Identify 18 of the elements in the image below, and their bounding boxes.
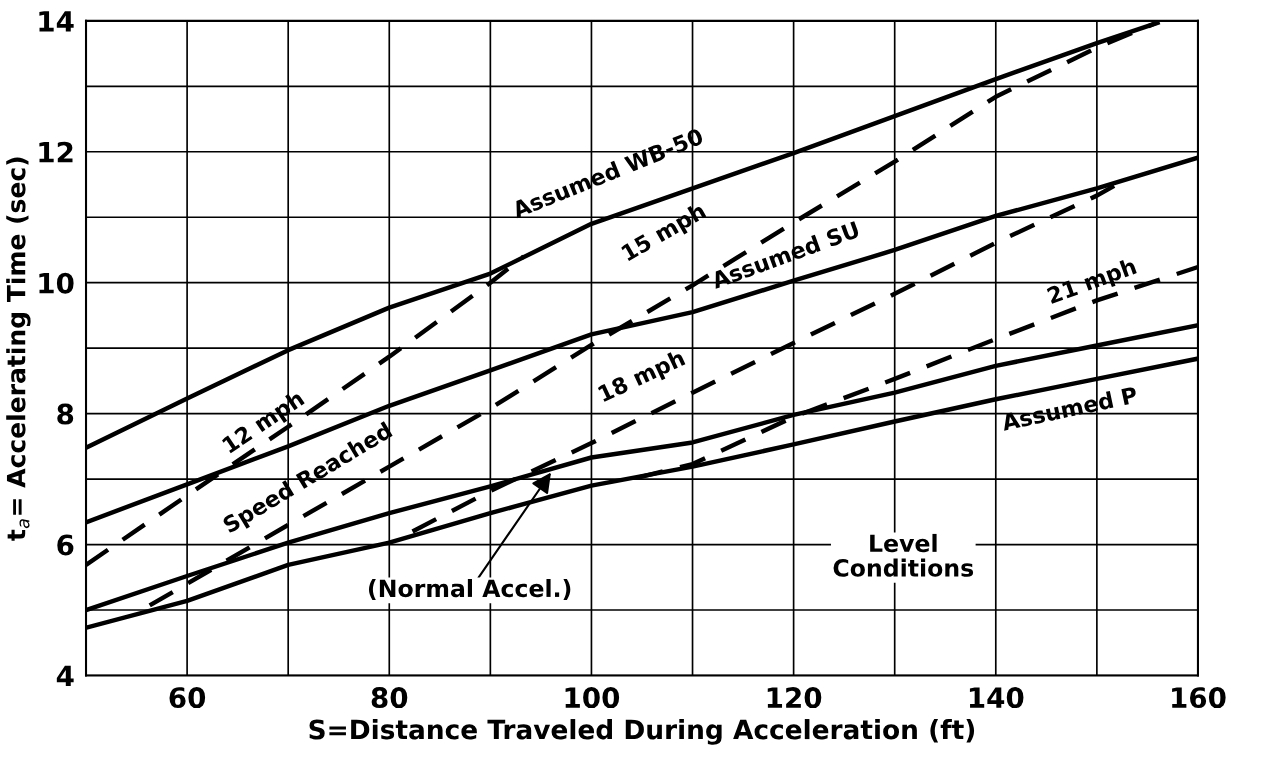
text: 21 mph [1046,257,1139,309]
x-tick-label: 120 [767,687,822,709]
y-tick-label: 4 [56,665,74,687]
annotation: Level Conditions [833,533,974,577]
x-tick-label: 140 [969,687,1024,709]
y-tick-label: 14 [39,11,74,32]
x-tick-label: 80 [371,687,408,709]
x-tick-label: 160 [1172,687,1226,709]
y-tick-label: 6 [57,534,74,556]
y-tick-label: 10 [39,272,74,294]
text: 18 mph [597,348,688,407]
x-axis-title: S=Distance Traveled During Acceleration (ft) [309,719,975,745]
x-tick-label: 100 [565,687,620,709]
y-tick-label: 12 [39,141,73,163]
y-tick-label: 8 [57,403,74,425]
x-tick-label: 60 [169,687,206,709]
annotation: (Normal Accel.) [368,578,571,601]
y-axis-title: t$_{a}$= Accelerating Time (sec) [6,157,31,541]
